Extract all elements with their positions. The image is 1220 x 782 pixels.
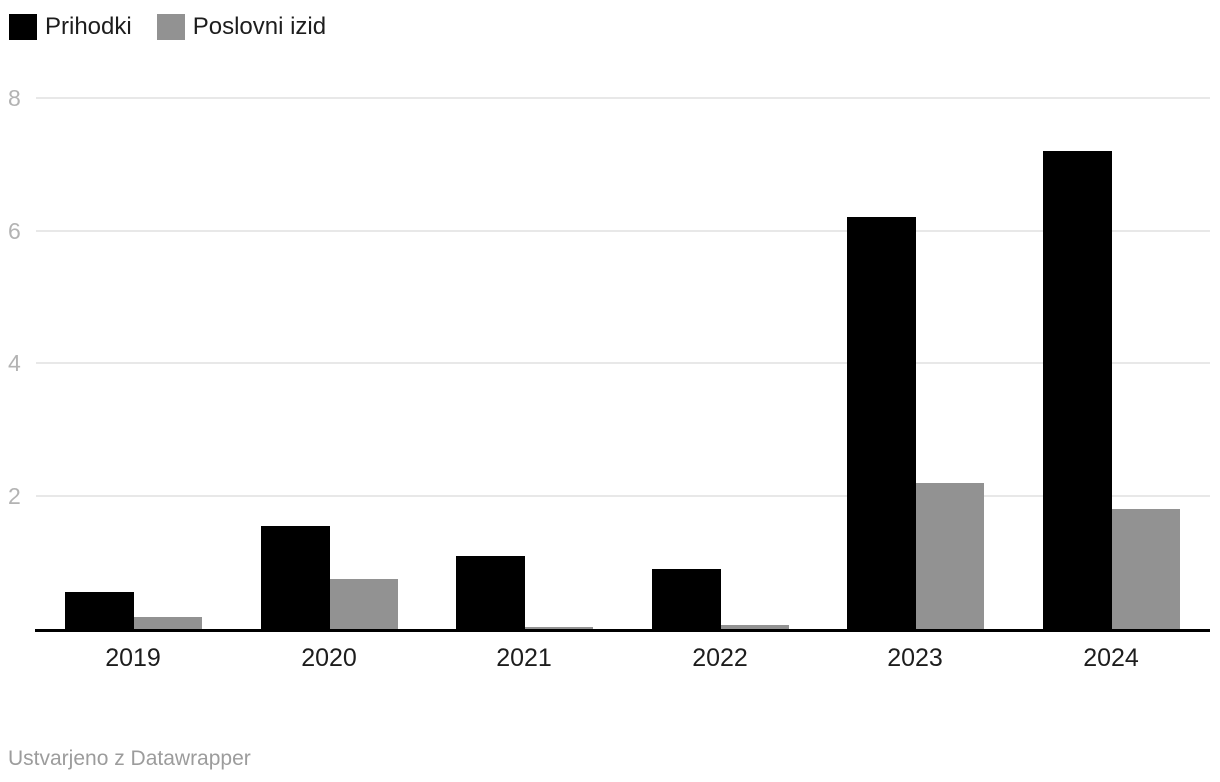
- gridline-y4: [36, 362, 1210, 364]
- legend-item: Poslovni izid: [156, 13, 327, 41]
- x-axis-label-2022: 2022: [692, 644, 748, 672]
- bar-prihodki-2019: [65, 592, 134, 629]
- y-tick-label: 2: [8, 483, 21, 509]
- gridline-y8: [36, 97, 1210, 99]
- x-axis-line: [35, 629, 1210, 632]
- y-tick-label: 6: [8, 218, 21, 244]
- bar-prihodki-2021: [456, 556, 525, 629]
- legend-item: Prihodki: [9, 13, 132, 41]
- legend-label: Prihodki: [45, 13, 132, 40]
- y-tick-label: 4: [8, 350, 21, 376]
- bar-prihodki-2023: [847, 217, 916, 629]
- bar-poslovni-izid-2021: [525, 627, 593, 629]
- x-axis-label-2020: 2020: [301, 644, 357, 672]
- gridline-y6: [36, 230, 1210, 232]
- bar-poslovni-izid-2019: [134, 617, 202, 629]
- legend-label: Poslovni izid: [192, 13, 327, 40]
- x-axis-label-2023: 2023: [887, 644, 943, 672]
- bar-prihodki-2020: [261, 526, 330, 629]
- bar-poslovni-izid-2024: [1112, 509, 1180, 629]
- bar-poslovni-izid-2023: [916, 483, 984, 629]
- bar-poslovni-izid-2022: [721, 625, 789, 629]
- datawrapper-credit-link[interactable]: Ustvarjeno z Datawrapper: [8, 747, 251, 770]
- legend: Prihodki Poslovni izid: [9, 13, 326, 41]
- bar-prihodki-2022: [652, 569, 721, 629]
- y-tick-label: 8: [8, 85, 21, 111]
- bar-poslovni-izid-2020: [330, 579, 398, 629]
- x-axis-label-2024: 2024: [1083, 644, 1139, 672]
- legend-swatch-icon: [156, 14, 185, 40]
- legend-swatch-icon: [9, 14, 37, 40]
- x-axis-label-2019: 2019: [105, 644, 161, 672]
- gridline-y2: [36, 495, 1210, 497]
- bar-prihodki-2024: [1043, 151, 1112, 629]
- x-axis-label-2021: 2021: [496, 644, 552, 672]
